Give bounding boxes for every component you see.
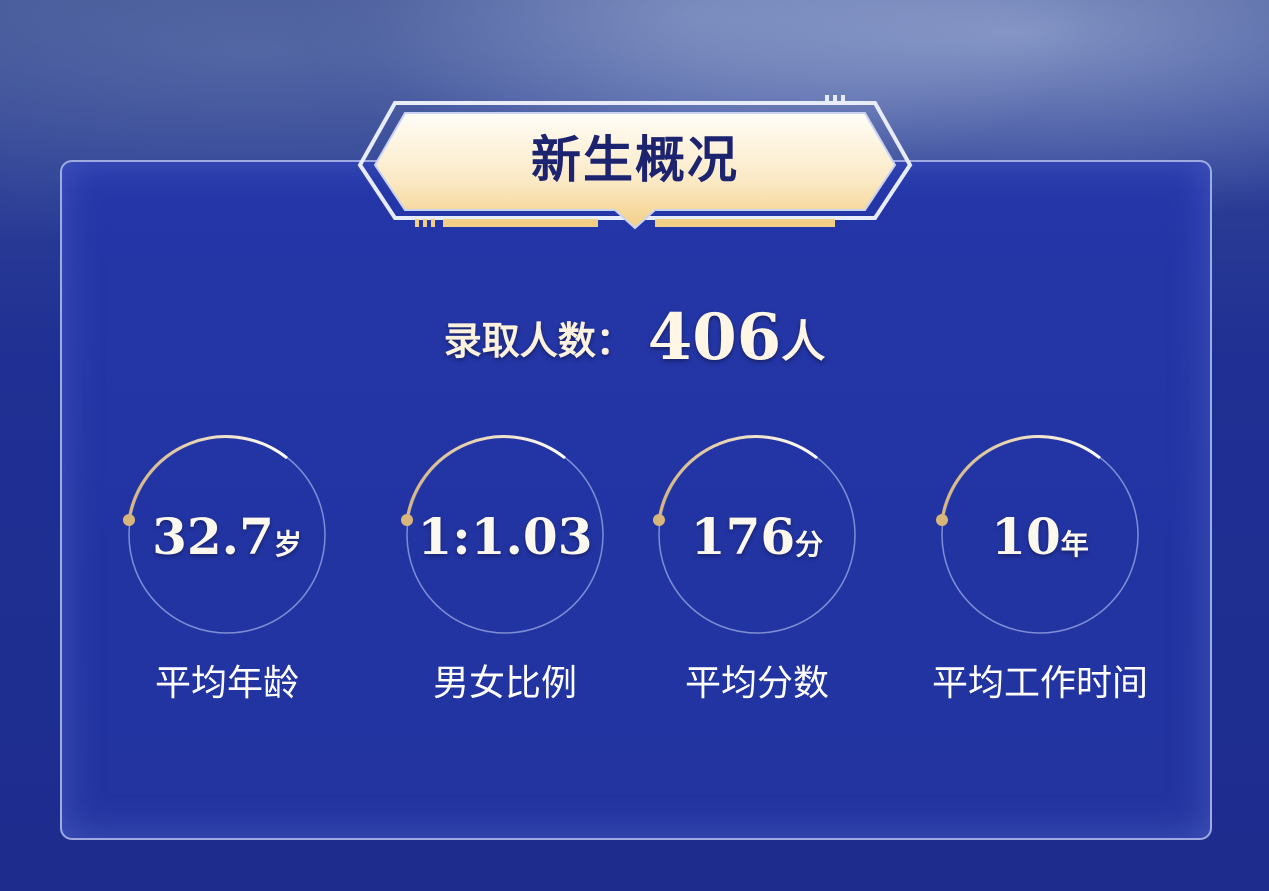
stat-unit: 分 — [795, 528, 824, 561]
stat-unit: 年 — [1060, 528, 1089, 561]
stat-number: 10 — [991, 507, 1061, 566]
ring-icon — [123, 435, 326, 634]
accent-dot — [123, 514, 135, 526]
ring-icon — [401, 435, 604, 634]
accent-dot — [401, 514, 413, 526]
stat-value: 10年 — [930, 507, 1150, 566]
stat-number: 1:1.03 — [417, 507, 593, 566]
stat-average-score: 176分 平均分数 — [647, 432, 867, 712]
accent-dot — [936, 514, 948, 526]
ring-icon — [653, 435, 856, 634]
stat-label: 男女比例 — [432, 663, 577, 704]
stat-gender-ratio: 1:1.03 男女比例 — [395, 432, 615, 712]
stat-value: 32.7岁 — [117, 507, 337, 566]
stat-label: 平均分数 — [684, 663, 829, 704]
enrollment-label: 录取人数： — [443, 319, 634, 363]
stat-number: 32.7 — [152, 507, 274, 566]
enrollment-value: 406 — [647, 300, 782, 375]
accent-dot — [653, 514, 665, 526]
overview-panel — [60, 160, 1212, 840]
stat-unit: 岁 — [273, 528, 302, 561]
ring-icon — [936, 435, 1139, 634]
page-title: 新生概况 — [531, 131, 739, 189]
stat-average-work-years: 10年 平均工作时间 — [930, 432, 1150, 712]
stat-value: 1:1.03 — [395, 507, 615, 566]
title-banner — [357, 95, 913, 230]
stat-value: 176分 — [647, 507, 867, 566]
enrollment-count: 录取人数： 406人 — [0, 300, 1269, 375]
stat-number: 176 — [690, 507, 796, 566]
stat-label: 平均工作时间 — [931, 663, 1148, 704]
enrollment-unit: 人 — [781, 316, 826, 368]
stat-label: 平均年龄 — [154, 663, 299, 704]
stat-average-age: 32.7岁 平均年龄 — [117, 432, 337, 712]
